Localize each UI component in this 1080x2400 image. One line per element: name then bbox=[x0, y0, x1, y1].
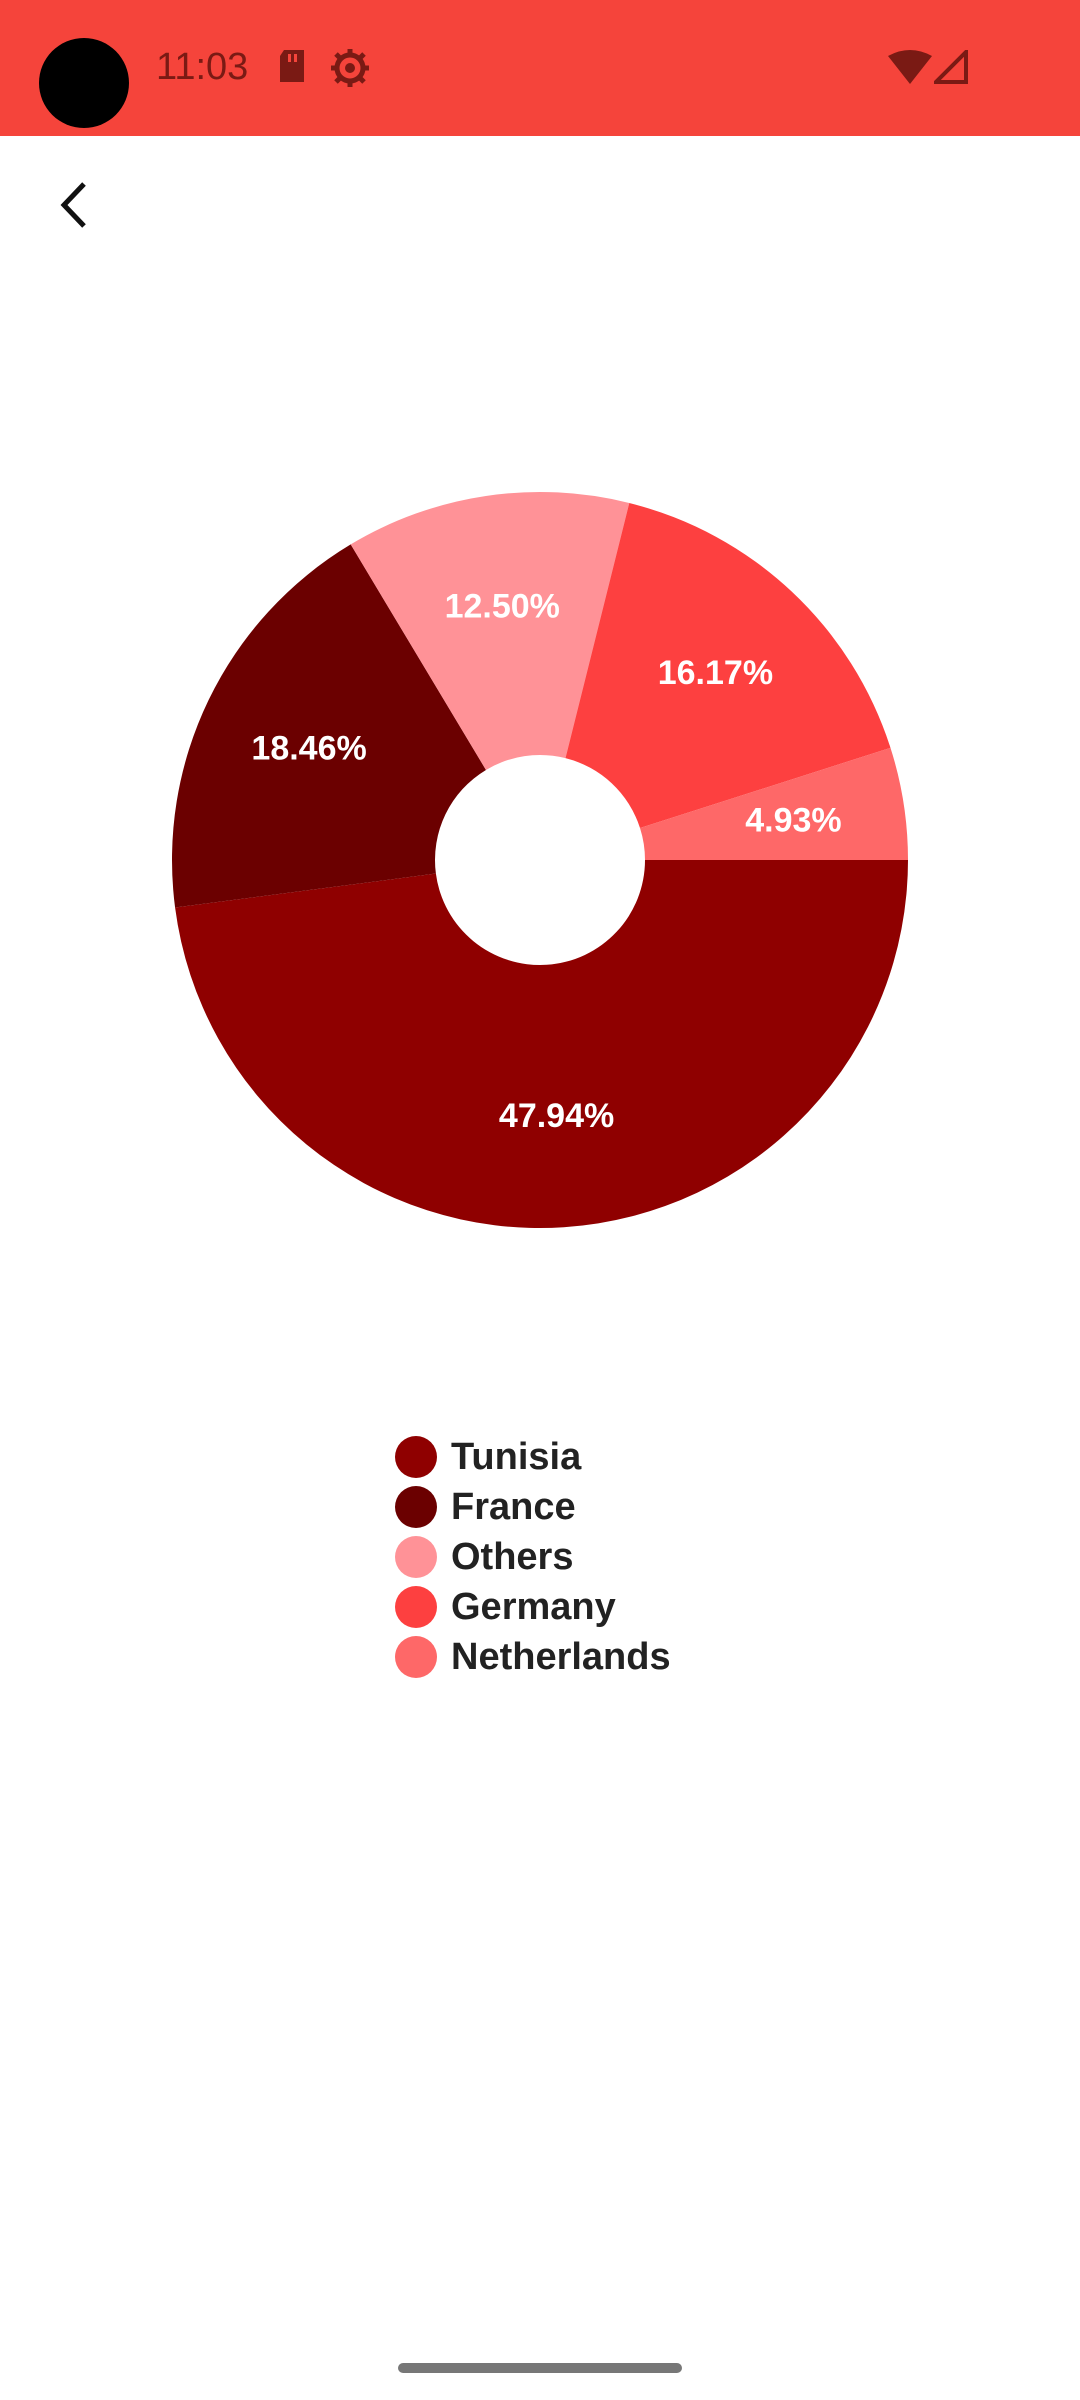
settings-gear-icon bbox=[330, 48, 370, 93]
status-time: 11:03 bbox=[156, 46, 249, 88]
pie-chart: 47.94% 18.46% 12.50% 16.17% 4.93% bbox=[0, 440, 1080, 1240]
pie-label-tunisia: 47.94% bbox=[499, 1097, 614, 1135]
legend-label: Germany bbox=[451, 1585, 616, 1628]
home-indicator[interactable] bbox=[398, 2363, 682, 2373]
legend-item-germany: Germany bbox=[395, 1582, 671, 1632]
pie-slices bbox=[171, 492, 909, 1228]
pie-slice-france[interactable] bbox=[171, 544, 486, 908]
pie-slice-tunisia[interactable] bbox=[175, 860, 909, 1228]
legend-swatch bbox=[395, 1536, 437, 1578]
legend-swatch bbox=[395, 1586, 437, 1628]
legend-label: Others bbox=[451, 1535, 574, 1578]
cell-signal-icon bbox=[931, 47, 968, 89]
pie-slice-others[interactable] bbox=[350, 492, 630, 770]
legend-label: Netherlands bbox=[451, 1635, 671, 1678]
sd-card-icon bbox=[276, 48, 308, 89]
pie-label-netherlands: 4.93% bbox=[745, 801, 841, 839]
legend-item-netherlands: Netherlands bbox=[395, 1632, 671, 1682]
pie-label-france: 18.46% bbox=[251, 729, 366, 767]
legend-label: Tunisia bbox=[451, 1435, 582, 1478]
legend-swatch bbox=[395, 1636, 437, 1678]
pie-data-labels: 47.94% 18.46% 12.50% 16.17% 4.93% bbox=[251, 587, 841, 1135]
legend-swatch bbox=[395, 1486, 437, 1528]
camera-cutout bbox=[39, 38, 129, 128]
chevron-left-icon bbox=[60, 182, 86, 228]
legend-label: France bbox=[451, 1485, 576, 1528]
status-bar: 11:03 bbox=[0, 0, 1080, 136]
wifi-icon bbox=[888, 50, 932, 89]
pie-slice-netherlands[interactable] bbox=[640, 747, 908, 860]
pie-chart-svg: 47.94% 18.46% 12.50% 16.17% 4.93% bbox=[171, 492, 909, 1228]
back-button[interactable] bbox=[40, 170, 110, 240]
legend-item-others: Others bbox=[395, 1532, 671, 1582]
chart-legend: Tunisia France Others Germany Netherlands bbox=[395, 1432, 671, 1682]
pie-slice-germany[interactable] bbox=[565, 502, 891, 828]
legend-item-tunisia: Tunisia bbox=[395, 1432, 671, 1482]
pie-label-others: 12.50% bbox=[445, 587, 560, 625]
legend-swatch bbox=[395, 1436, 437, 1478]
pie-label-germany: 16.17% bbox=[658, 654, 773, 692]
legend-item-france: France bbox=[395, 1482, 671, 1532]
